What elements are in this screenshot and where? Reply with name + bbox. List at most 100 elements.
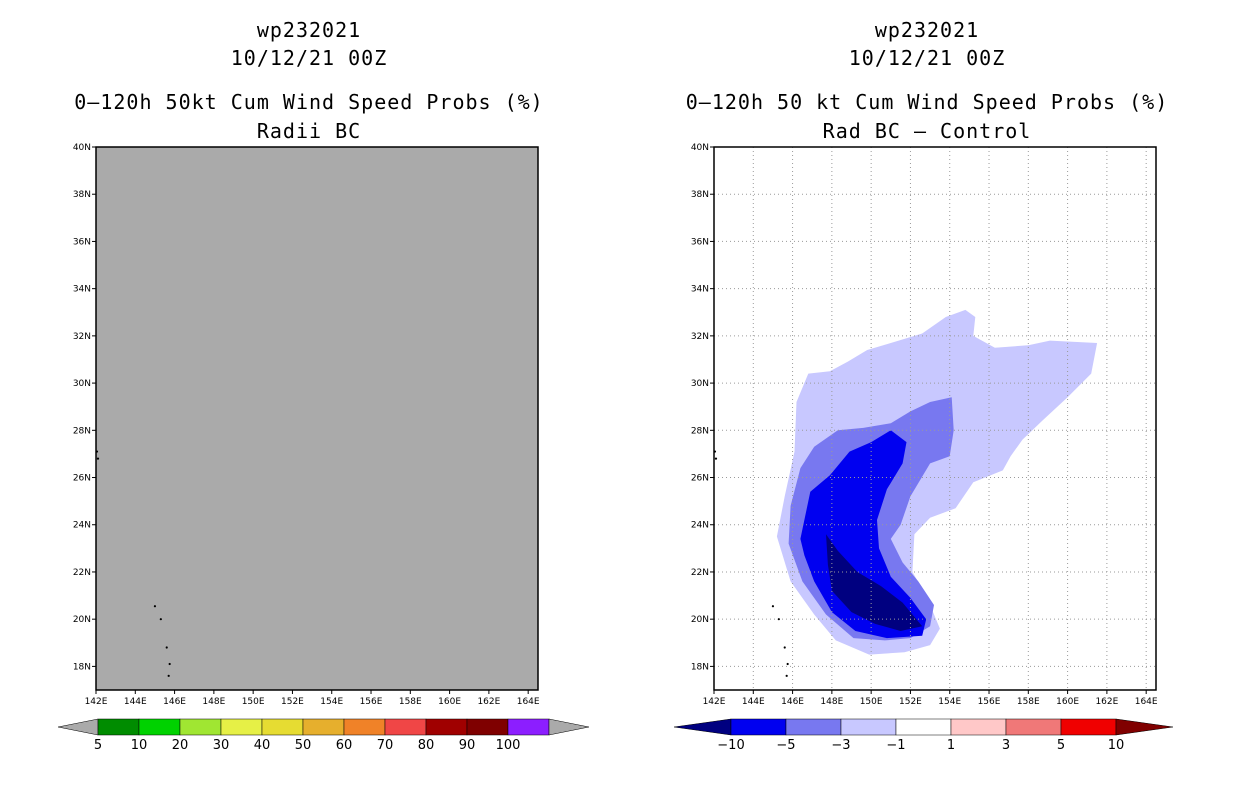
- left-xtick-label-10: 162E: [477, 697, 500, 707]
- left-ytick-label-9: 36N: [73, 237, 91, 247]
- right-island-2: [771, 605, 775, 608]
- left-cbar-left-end: [57, 718, 99, 736]
- left-plot-frame: [95, 146, 539, 691]
- left-cbar-box-0: [97, 718, 140, 736]
- left-xtick-label-2: 146E: [163, 697, 186, 707]
- left-cbar-label-6: 60: [336, 738, 353, 753]
- right-ytick-label-10: 38N: [691, 190, 709, 200]
- left-xtick-label-4: 150E: [242, 697, 265, 707]
- right-cbar-low-end: [673, 718, 732, 736]
- left-ytick-label-7: 32N: [73, 332, 91, 342]
- left-island-1: [96, 457, 100, 460]
- right-xtick-label-4: 150E: [860, 697, 883, 707]
- right-xtick-label-11: 164E: [1135, 697, 1158, 707]
- right-xtick-label-5: 152E: [899, 697, 922, 707]
- right-cbar-label-3: −1: [886, 738, 905, 753]
- left-island-5: [168, 662, 171, 666]
- left-cbar-box-6: [343, 718, 386, 736]
- right-xtick-label-3: 148E: [820, 697, 843, 707]
- left-xtick-label-11: 164E: [517, 697, 540, 707]
- left-cbar-label-0: 5: [94, 738, 102, 753]
- right-ytick-label-9: 36N: [691, 237, 709, 247]
- right-cbar-label-6: 5: [1057, 738, 1065, 753]
- left-cbar-label-10: 100: [496, 738, 521, 753]
- right-title-line-3: 0–120h 50 kt Cum Wind Speed Probs (%): [685, 90, 1169, 114]
- right-ytick-label-8: 34N: [691, 285, 709, 295]
- left-ytick-label-3: 24N: [73, 521, 91, 531]
- right-panel: wp232021 10/12/21 00Z 0–120h 50 kt Cum W…: [618, 0, 1236, 800]
- left-xtick-label-8: 158E: [399, 697, 422, 707]
- right-ytick-label-0: 18N: [691, 662, 709, 672]
- right-cbar-box-3: [895, 718, 952, 736]
- left-ytick-label-11: 40N: [73, 143, 91, 153]
- right-title-line-2: 10/12/21 00Z: [848, 46, 1006, 70]
- left-ytick-label-5: 28N: [73, 426, 91, 436]
- right-xtick-label-8: 158E: [1017, 697, 1040, 707]
- right-ytick-label-3: 24N: [691, 521, 709, 531]
- right-ytick-label-1: 20N: [691, 615, 709, 625]
- right-cbar-label-5: 3: [1002, 738, 1010, 753]
- right-island-3: [777, 618, 780, 621]
- left-title-line-2: 10/12/21 00Z: [230, 46, 388, 70]
- right-ytick-label-5: 28N: [691, 426, 709, 436]
- left-island-4: [165, 646, 168, 649]
- right-xtick-label-10: 162E: [1095, 697, 1118, 707]
- right-title-line-1: wp232021: [874, 18, 980, 42]
- left-island-2: [153, 605, 157, 608]
- right-island-5: [786, 662, 789, 666]
- left-ytick-label-8: 34N: [73, 285, 91, 295]
- left-xtick-label-6: 154E: [320, 697, 343, 707]
- left-panel: wp232021 10/12/21 00Z 0–120h 50kt Cum Wi…: [57, 18, 590, 753]
- left-cbar-label-8: 80: [418, 738, 435, 753]
- left-cbar-box-2: [179, 718, 222, 736]
- left-cbar-box-4: [261, 718, 304, 736]
- left-cbar-box-10: [507, 718, 550, 736]
- right-cbar-box-0: [730, 718, 787, 736]
- left-cbar-label-1: 10: [131, 738, 148, 753]
- right-xtick-label-9: 160E: [1056, 697, 1079, 707]
- left-cbar-box-5: [302, 718, 345, 736]
- left-ytick-label-1: 20N: [73, 615, 91, 625]
- left-chart-svg: 142E 144E 146E 148E 150E 152E 154E 156E 158E 160E…: [57, 143, 590, 753]
- right-cbar-box-2: [840, 718, 897, 736]
- left-xtick-label-1: 144E: [124, 697, 147, 707]
- left-xtick-label-9: 160E: [438, 697, 461, 707]
- right-island-1: [714, 457, 718, 460]
- left-island-3: [159, 618, 162, 621]
- right-ytick-label-6: 30N: [691, 379, 709, 389]
- left-cbar-label-9: 90: [459, 738, 476, 753]
- right-ytick-label-4: 26N: [691, 474, 709, 484]
- left-xtick-label-7: 156E: [360, 697, 383, 707]
- right-xtick-label-6: 154E: [938, 697, 961, 707]
- left-cbar-box-9: [466, 718, 509, 736]
- right-xtick-label-0: 142E: [703, 697, 726, 707]
- right-island-4: [783, 646, 786, 649]
- left-cbar-label-5: 50: [295, 738, 312, 753]
- right-ytick-label-2: 22N: [691, 568, 709, 578]
- right-cbar-box-5: [1005, 718, 1062, 736]
- left-xtick-label-5: 152E: [281, 697, 304, 707]
- left-xtick-label-3: 148E: [202, 697, 225, 707]
- left-cbar-label-2: 20: [172, 738, 189, 753]
- right-cbar-label-1: −5: [776, 738, 795, 753]
- right-chart-svg: 142E 144E 146E 148E 150E 152E 154E 156E 158E 160E…: [673, 143, 1174, 753]
- left-title-line-1: wp232021: [256, 18, 362, 42]
- left-ytick-label-6: 30N: [73, 379, 91, 389]
- right-island-6: [785, 674, 788, 677]
- left-ytick-label-2: 22N: [73, 568, 91, 578]
- right-plot-frame: [713, 146, 1157, 691]
- left-cbar-label-7: 70: [377, 738, 394, 753]
- left-ytick-label-10: 38N: [73, 190, 91, 200]
- left-xtick-label-0: 142E: [85, 697, 108, 707]
- right-cbar-high-end: [1115, 718, 1174, 736]
- left-title-line-3: 0–120h 50kt Cum Wind Speed Probs (%): [74, 90, 544, 114]
- left-cbar-right-end: [548, 718, 590, 736]
- left-ytick-label-0: 18N: [73, 662, 91, 672]
- left-cbar-box-8: [425, 718, 468, 736]
- right-cbar-box-6: [1060, 718, 1117, 736]
- left-cbar-label-4: 40: [254, 738, 271, 753]
- right-cbar-label-7: 10: [1108, 738, 1125, 753]
- right-cbar-label-2: −3: [831, 738, 850, 753]
- right-cbar-box-4: [950, 718, 1007, 736]
- right-xtick-label-7: 156E: [978, 697, 1001, 707]
